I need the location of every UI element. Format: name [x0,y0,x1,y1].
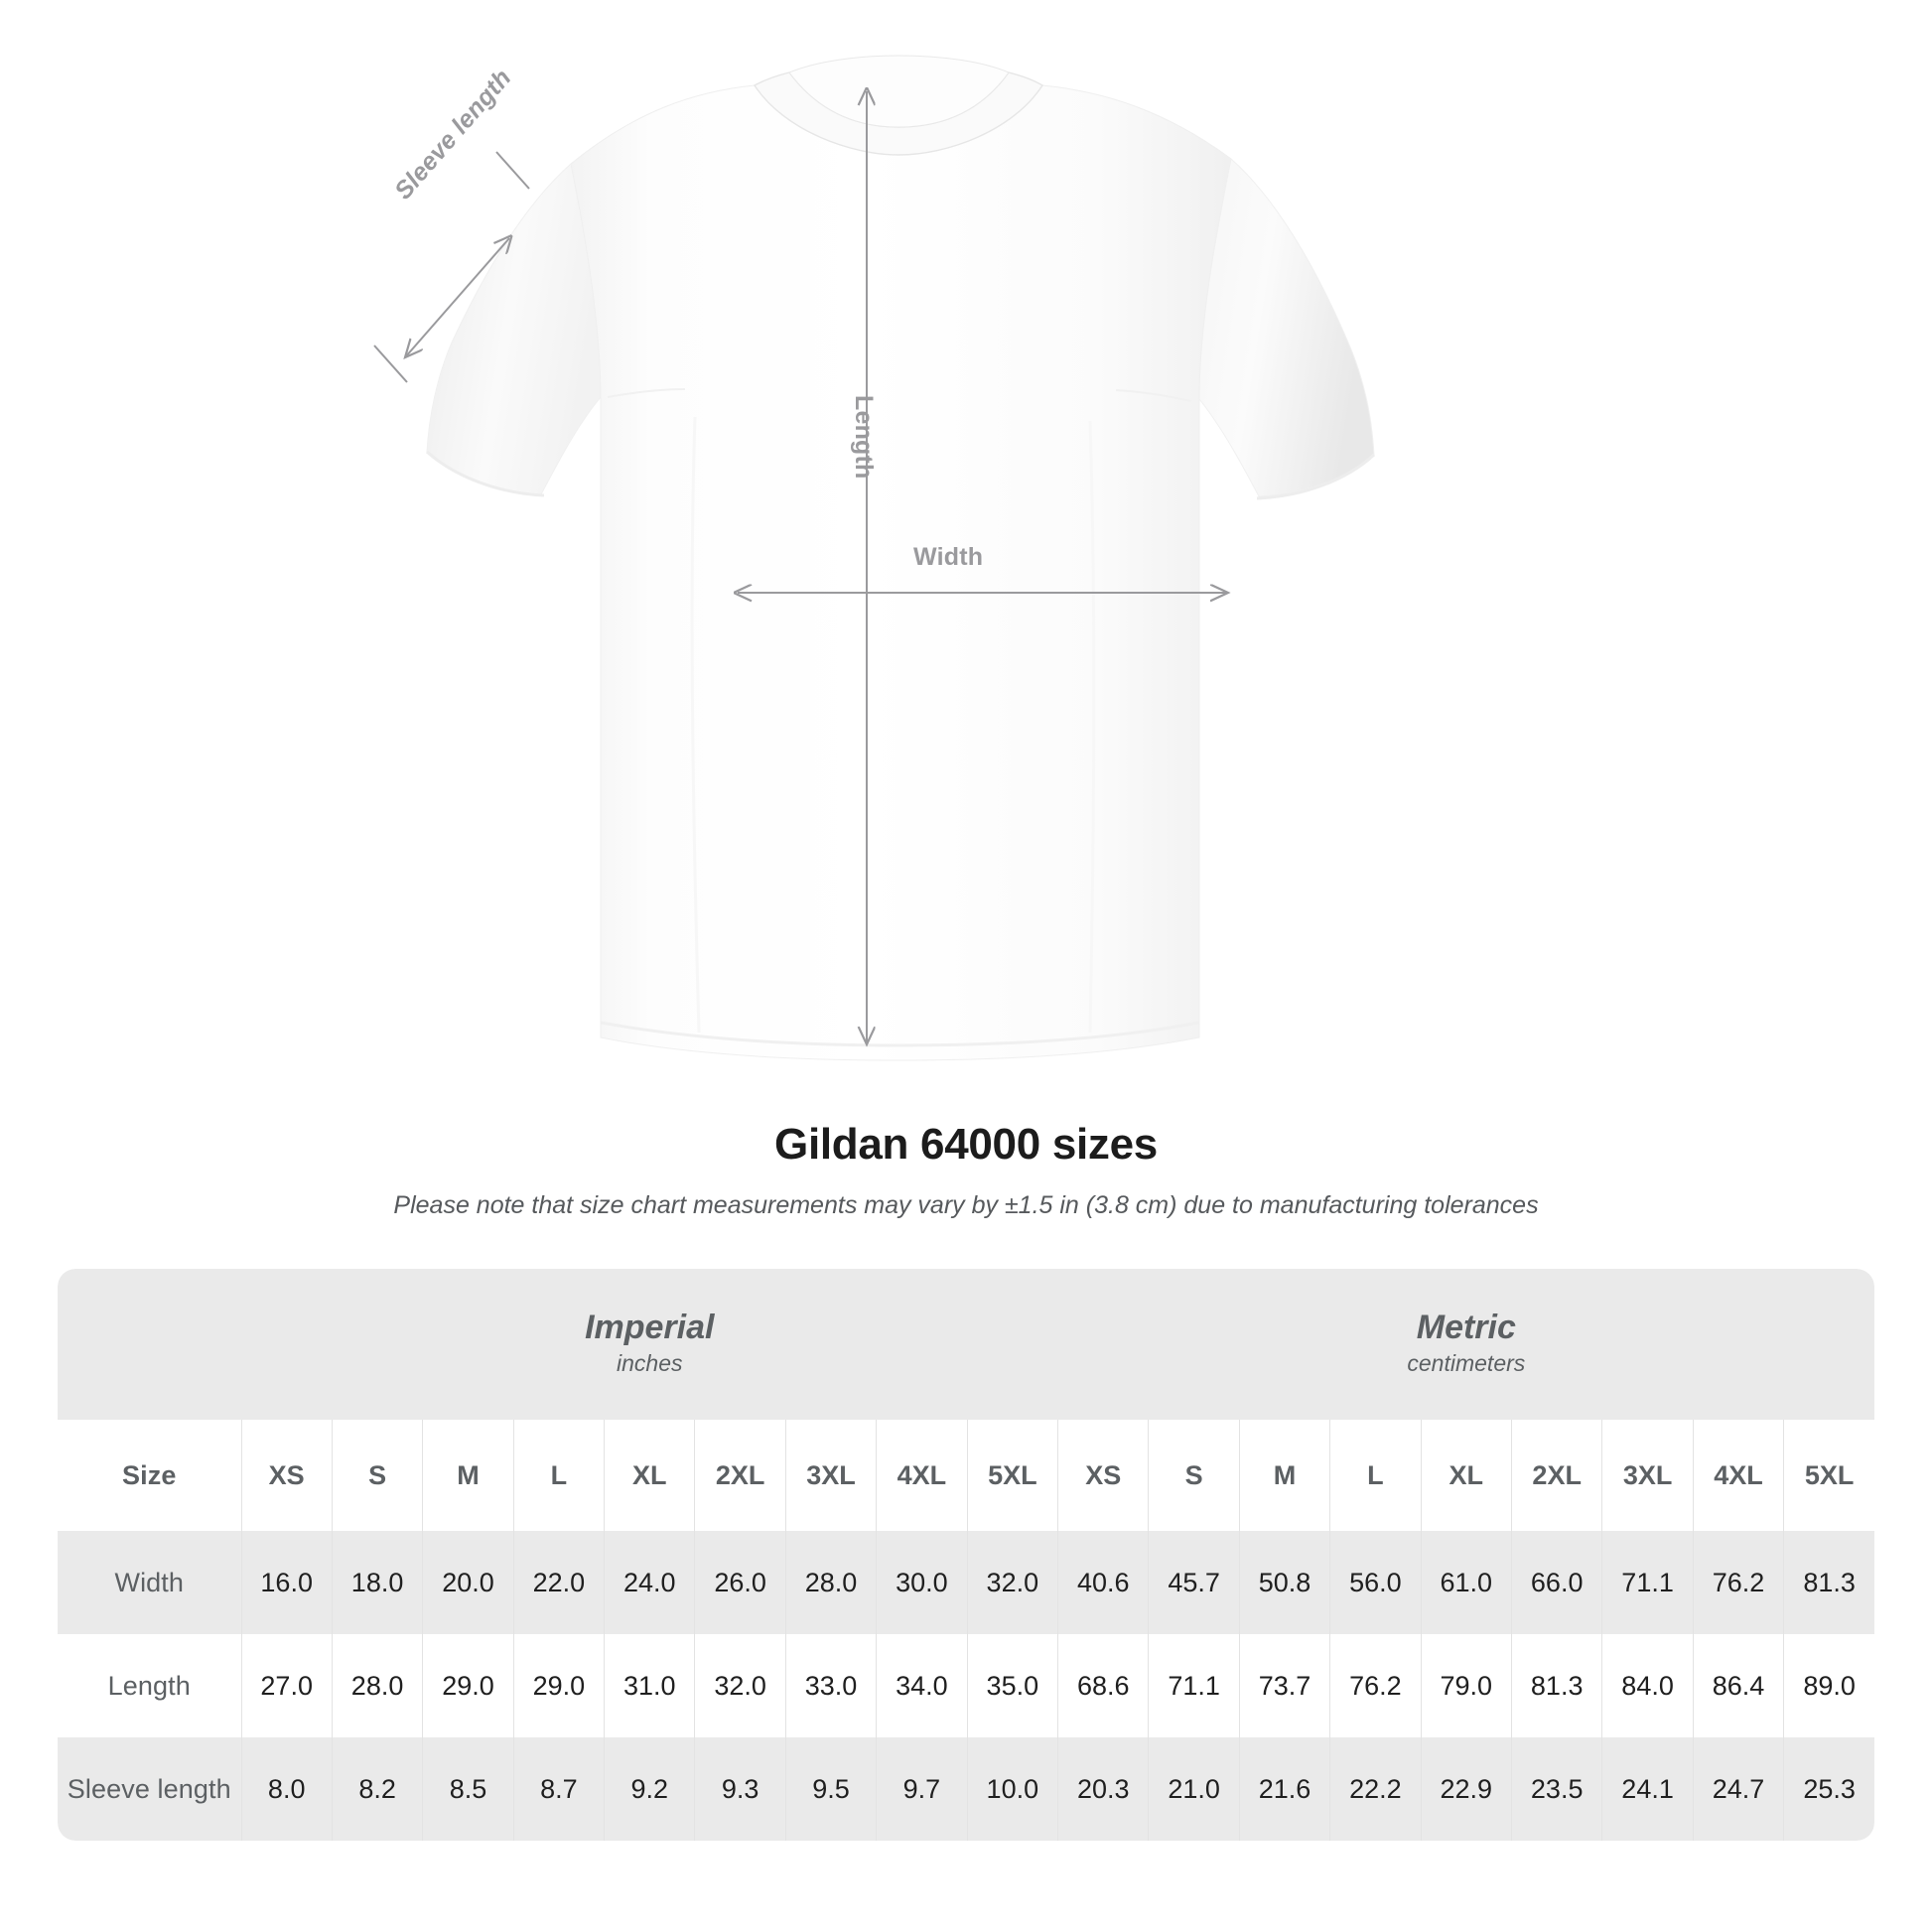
title-block: Gildan 64000 sizes Please note that size… [0,1120,1932,1220]
unit-group-imperial: Imperial inches [241,1269,1058,1420]
cell-length-imperial-4xl: 34.0 [876,1634,968,1737]
cell-length-metric-m: 73.7 [1238,1634,1330,1737]
row-label-sleeve-length: Sleeve length [58,1737,241,1841]
width-label: Width [913,543,984,571]
cell-width-imperial-m: 20.0 [422,1531,514,1634]
cell-sleeve-length-imperial-s: 8.2 [331,1737,423,1841]
cell-width-metric-xl: 61.0 [1420,1531,1512,1634]
cell-width-metric-2xl: 66.0 [1510,1531,1602,1634]
cell-width-metric-4xl: 76.2 [1692,1531,1784,1634]
column-header-imperial-4xl: 4XL [876,1420,968,1531]
column-header-imperial-xs: XS [240,1420,333,1531]
column-header-imperial-l: L [512,1420,605,1531]
cell-sleeve-length-imperial-4xl: 9.7 [876,1737,968,1841]
cell-width-imperial-xs: 16.0 [240,1531,333,1634]
cell-length-imperial-xl: 31.0 [604,1634,695,1737]
cell-sleeve-length-metric-xs: 20.3 [1057,1737,1149,1841]
table-row-sleeve-length: Sleeve length 8.0 8.2 8.5 8.7 9.2 9.3 9.5 9.7 10.… [58,1737,1875,1841]
cell-sleeve-length-imperial-5xl: 10.0 [966,1737,1058,1841]
cell-length-imperial-l: 29.0 [512,1634,605,1737]
cell-length-imperial-s: 28.0 [331,1634,423,1737]
cell-width-imperial-4xl: 30.0 [876,1531,968,1634]
cell-width-imperial-xl: 24.0 [604,1531,695,1634]
column-header-imperial-xl: XL [604,1420,695,1531]
unit-group-name: Metric [1416,1309,1516,1347]
unit-group-metric: Metric centimeters [1057,1269,1875,1420]
cell-width-imperial-s: 18.0 [331,1531,423,1634]
column-header-imperial-s: S [331,1420,423,1531]
length-label: Length [850,395,878,480]
column-header-size: Size [58,1420,241,1531]
cell-length-imperial-m: 29.0 [422,1634,514,1737]
column-header-metric-xs: XS [1057,1420,1149,1531]
sleeve-length-dimension-line [373,151,530,383]
size-chart-table: Imperial inches Metric centimeters Size XS S M L… [58,1269,1875,1841]
column-header-metric-3xl: 3XL [1601,1420,1694,1531]
tshirt-body-shape [426,55,1376,1061]
cell-width-imperial-l: 22.0 [512,1531,605,1634]
cell-length-metric-2xl: 81.3 [1510,1634,1602,1737]
cell-width-imperial-2xl: 26.0 [694,1531,786,1634]
unit-group-sub: centimeters [1407,1350,1526,1377]
cell-sleeve-length-imperial-xs: 8.0 [240,1737,333,1841]
column-header-imperial-5xl: 5XL [966,1420,1058,1531]
unit-banner-row: Imperial inches Metric centimeters [58,1269,1875,1420]
cell-width-metric-3xl: 71.1 [1601,1531,1694,1634]
tolerance-note: Please note that size chart measurements… [393,1191,1539,1219]
column-header-imperial-2xl: 2XL [694,1420,786,1531]
cell-sleeve-length-metric-2xl: 23.5 [1510,1737,1602,1841]
column-header-metric-s: S [1148,1420,1240,1531]
cell-width-metric-s: 45.7 [1148,1531,1240,1634]
unit-group-sub: inches [617,1350,683,1377]
column-header-imperial-m: M [422,1420,514,1531]
cell-width-imperial-3xl: 28.0 [784,1531,877,1634]
cell-length-metric-3xl: 84.0 [1601,1634,1694,1737]
cell-width-imperial-5xl: 32.0 [966,1531,1058,1634]
tshirt-illustration [373,55,1376,1061]
column-header-metric-2xl: 2XL [1510,1420,1602,1531]
cell-width-metric-l: 56.0 [1329,1531,1422,1634]
cell-width-metric-m: 50.8 [1238,1531,1330,1634]
column-header-metric-l: L [1329,1420,1422,1531]
cell-length-metric-l: 76.2 [1329,1634,1422,1737]
cell-sleeve-length-metric-4xl: 24.7 [1692,1737,1784,1841]
row-label-length: Length [58,1634,241,1737]
column-header-metric-m: M [1238,1420,1330,1531]
cell-width-metric-5xl: 81.3 [1783,1531,1875,1634]
cell-sleeve-length-metric-m: 21.6 [1238,1737,1330,1841]
cell-length-imperial-5xl: 35.0 [966,1634,1058,1737]
cell-length-metric-5xl: 89.0 [1783,1634,1875,1737]
cell-sleeve-length-metric-s: 21.0 [1148,1737,1240,1841]
cell-length-metric-xl: 79.0 [1420,1634,1512,1737]
table-header-row: Size XS S M L XL 2XL 3XL 4XL 5XL XS S M L XL 2XL 3XL 4XL 5… [58,1420,1875,1531]
unit-banner-spacer [58,1269,241,1420]
cell-length-imperial-2xl: 32.0 [694,1634,786,1737]
column-header-metric-5xl: 5XL [1783,1420,1875,1531]
table-row-length: Length 27.0 28.0 29.0 29.0 31.0 32.0 33.0 34.0 35… [58,1634,1875,1737]
cell-sleeve-length-metric-5xl: 25.3 [1783,1737,1875,1841]
size-chart-table-wrap: Imperial inches Metric centimeters Size XS S M L… [58,1269,1875,1841]
cell-sleeve-length-imperial-3xl: 9.5 [784,1737,877,1841]
cell-sleeve-length-metric-3xl: 24.1 [1601,1737,1694,1841]
cell-length-metric-s: 71.1 [1148,1634,1240,1737]
cell-length-metric-4xl: 86.4 [1692,1634,1784,1737]
cell-sleeve-length-imperial-m: 8.5 [422,1737,514,1841]
cell-length-imperial-xs: 27.0 [240,1634,333,1737]
column-header-metric-4xl: 4XL [1692,1420,1784,1531]
table-row-width: Width 16.0 18.0 20.0 22.0 24.0 26.0 28.0 30.0 32.… [58,1531,1875,1634]
cell-length-imperial-3xl: 33.0 [784,1634,877,1737]
cell-width-metric-xs: 40.6 [1057,1531,1149,1634]
cell-sleeve-length-imperial-l: 8.7 [512,1737,605,1841]
cell-sleeve-length-imperial-xl: 9.2 [604,1737,695,1841]
row-label-width: Width [58,1531,241,1634]
cell-sleeve-length-metric-l: 22.2 [1329,1737,1422,1841]
cell-sleeve-length-metric-xl: 22.9 [1420,1737,1512,1841]
tshirt-diagram: Sleeve length Length Width [373,55,1376,1061]
unit-group-name: Imperial [585,1309,715,1347]
page-title: Gildan 64000 sizes [774,1120,1158,1169]
column-header-imperial-3xl: 3XL [784,1420,877,1531]
column-header-metric-xl: XL [1420,1420,1512,1531]
cell-length-metric-xs: 68.6 [1057,1634,1149,1737]
cell-sleeve-length-imperial-2xl: 9.3 [694,1737,786,1841]
